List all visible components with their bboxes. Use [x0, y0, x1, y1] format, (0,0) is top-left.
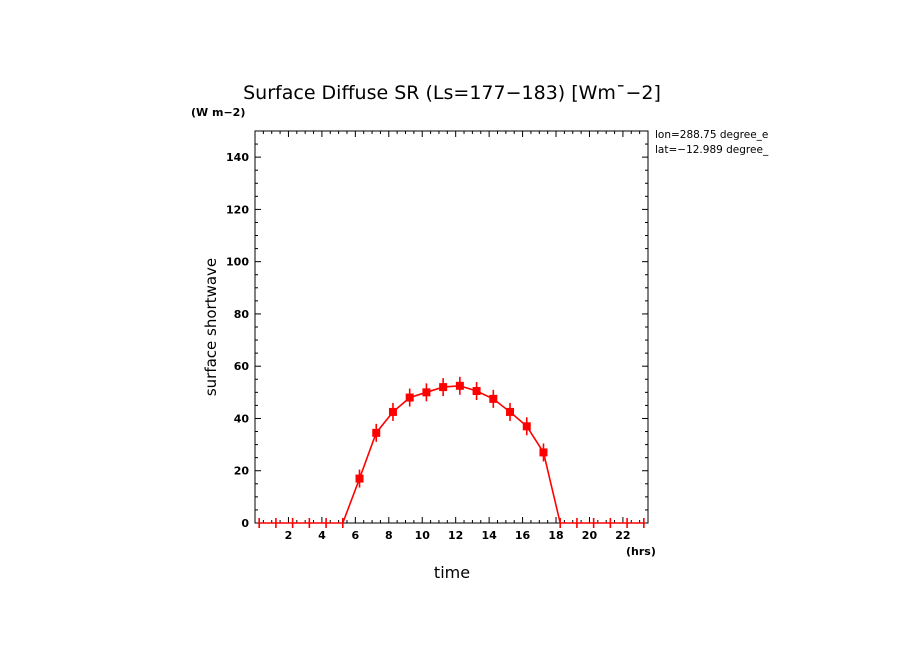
- x-tick-label: 12: [448, 529, 463, 542]
- x-tick-label: 22: [615, 529, 630, 542]
- x-tick-label: 2: [285, 529, 293, 542]
- data-point: [539, 448, 548, 457]
- x-tick-label: 10: [415, 529, 431, 542]
- data-point: [506, 407, 515, 416]
- data-point: [355, 474, 364, 483]
- chart-title: Surface Diffuse SR (Ls=177−183) [Wm¯−2]: [243, 82, 661, 104]
- x-units: (hrs): [626, 545, 656, 558]
- y-tick-label: 80: [234, 308, 250, 321]
- y-tick-label: 100: [226, 256, 249, 269]
- plot-area-frame: [254, 130, 649, 524]
- annotation-lon: lon=288.75 degree_e: [655, 129, 768, 141]
- series-line: [259, 384, 644, 524]
- x-tick-label: 4: [318, 529, 326, 542]
- series-layer: [258, 376, 645, 528]
- x-tick-label: 8: [385, 529, 393, 542]
- y-tick-label: 20: [234, 465, 250, 478]
- data-point: [455, 381, 464, 390]
- y-units: (W m−2): [191, 106, 245, 119]
- data-point: [489, 394, 498, 403]
- y-axis-label: surface shortwave: [202, 258, 220, 396]
- y-tick-label: 120: [226, 203, 249, 216]
- y-tick-label: 0: [241, 517, 249, 530]
- data-point: [405, 393, 414, 402]
- x-axis-label: time: [434, 563, 470, 582]
- data-point: [472, 387, 481, 396]
- y-axis: 0 20 40 60 80 100 120 140: [226, 130, 648, 530]
- x-tick-label: 18: [548, 529, 563, 542]
- x-tick-label: 20: [582, 529, 598, 542]
- data-point: [522, 422, 531, 431]
- data-point: [372, 428, 381, 437]
- data-point: [388, 407, 397, 416]
- x-axis: 2 4 6 8 10 12 14 16 18 20 22: [262, 131, 649, 542]
- data-point: [422, 388, 431, 397]
- data-point: [439, 383, 448, 392]
- annotation-lat: lat=−12.989 degree_: [655, 144, 769, 156]
- y-tick-label: 40: [234, 412, 250, 425]
- x-tick-label: 16: [515, 529, 531, 542]
- y-tick-label: 140: [226, 151, 249, 164]
- x-tick-label: 14: [481, 529, 497, 542]
- y-tick-label: 60: [234, 360, 250, 373]
- x-tick-label: 6: [352, 529, 360, 542]
